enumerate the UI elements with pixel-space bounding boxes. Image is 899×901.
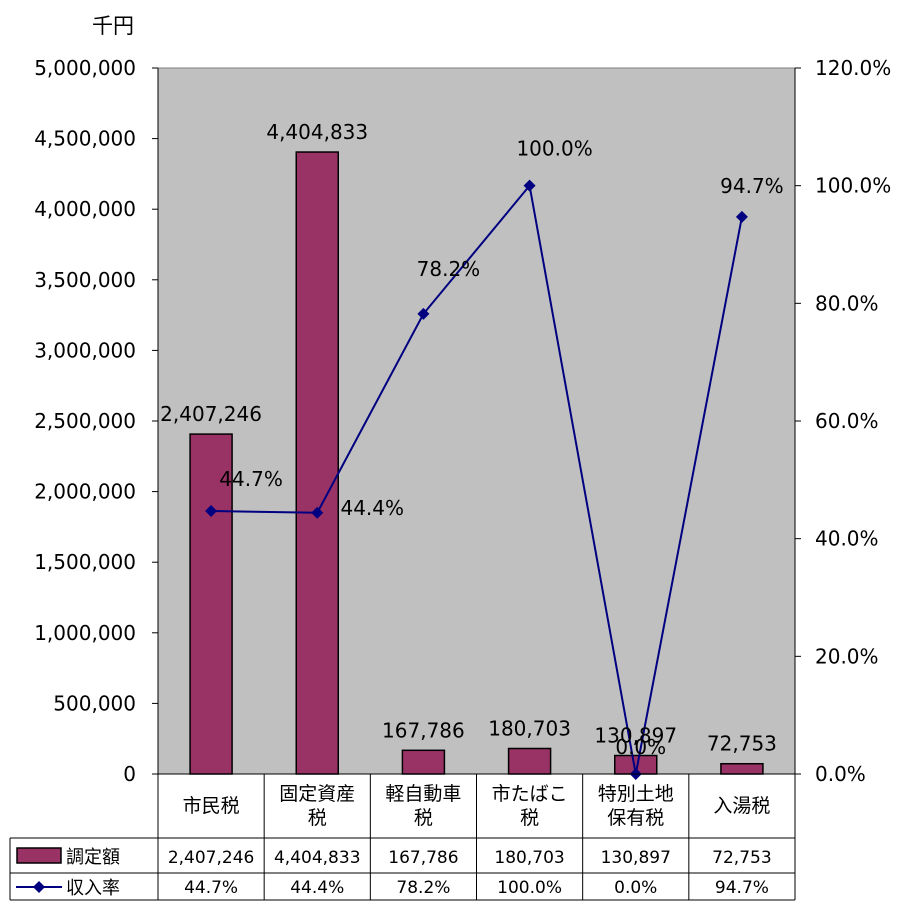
- right-tick-label: 0.0%: [815, 762, 866, 786]
- table-cell-amount: 167,786: [388, 848, 458, 868]
- table-cell-rate: 44.7%: [184, 878, 238, 898]
- right-tick-label: 100.0%: [815, 174, 891, 198]
- right-tick-label: 80.0%: [815, 291, 879, 315]
- category-label: 市民税: [183, 795, 240, 817]
- rate-value-label: 0.0%: [615, 735, 666, 759]
- category-label: 軽自動車: [385, 783, 461, 805]
- category-label: 保有税: [607, 807, 664, 829]
- category-label: 税: [308, 807, 327, 829]
- left-tick-label: 1,000,000: [34, 621, 136, 645]
- left-tick-label: 5,000,000: [34, 56, 136, 80]
- table-cell-amount: 72,753: [712, 848, 771, 868]
- rate-value-label: 100.0%: [516, 137, 592, 161]
- left-tick-label: 500,000: [53, 691, 136, 715]
- left-tick-label: 4,000,000: [34, 197, 136, 221]
- left-tick-label: 0: [123, 762, 136, 786]
- category-label: 入湯税: [713, 795, 770, 817]
- bar-value-label: 2,407,246: [160, 402, 262, 426]
- rate-marker-3: [417, 307, 430, 320]
- legend-marker-key: [33, 881, 45, 893]
- legend-line-label: 収入率: [66, 878, 120, 899]
- table-cell-amount: 2,407,246: [168, 848, 255, 868]
- left-tick-label: 1,500,000: [34, 550, 136, 574]
- bar-value-label: 72,753: [707, 732, 777, 756]
- unit-label: 千円: [92, 14, 134, 38]
- bar-4: [507, 747, 552, 775]
- legend-bar-key: [16, 847, 62, 864]
- bar-1: [189, 433, 233, 775]
- table-cell-rate: 94.7%: [715, 878, 769, 898]
- rate-marker-4: [523, 179, 536, 192]
- right-tick-label: 20.0%: [815, 644, 879, 668]
- rate-marker-2: [311, 506, 324, 519]
- rate-marker-1: [205, 505, 218, 518]
- category-label: 特別土地: [598, 783, 674, 805]
- rate-value-label: 44.4%: [340, 496, 404, 520]
- category-label: 税: [414, 807, 433, 829]
- bar-value-label: 180,703: [488, 716, 571, 740]
- rate-value-label: 78.2%: [417, 257, 481, 281]
- right-tick-label: 120.0%: [815, 56, 891, 80]
- bar-value-label: 167,786: [382, 718, 465, 742]
- table-cell-rate: 0.0%: [614, 878, 657, 898]
- table-cell-amount: 130,897: [601, 848, 671, 868]
- bar-6: [720, 762, 764, 775]
- category-label: 固定資産: [279, 783, 355, 805]
- left-tick-label: 2,500,000: [34, 409, 136, 433]
- category-label: 税: [520, 807, 539, 829]
- left-tick-label: 4,500,000: [34, 127, 136, 151]
- category-label: 市たばこ: [492, 783, 568, 805]
- rate-marker-6: [735, 210, 748, 223]
- table-cell-amount: 180,703: [494, 848, 564, 868]
- bar-2: [295, 151, 339, 775]
- right-tick-label: 60.0%: [815, 409, 879, 433]
- left-tick-label: 2,000,000: [34, 480, 136, 504]
- bar-3: [401, 749, 446, 775]
- left-tick-label: 3,000,000: [34, 338, 136, 362]
- table-cell-rate: 44.4%: [290, 878, 344, 898]
- rate-line: [211, 183, 743, 775]
- table-cell-amount: 4,404,833: [274, 848, 361, 868]
- bar-value-label: 4,404,833: [266, 120, 368, 144]
- left-tick-label: 3,500,000: [34, 268, 136, 292]
- table-cell-rate: 78.2%: [396, 878, 450, 898]
- legend-bar-label: 調定額: [66, 847, 120, 868]
- bar-value-label: 130,897: [594, 724, 677, 748]
- rate-value-label: 94.7%: [720, 174, 784, 198]
- plot-area: [157, 67, 796, 775]
- rate-value-label: 44.7%: [219, 467, 283, 491]
- right-tick-label: 40.0%: [815, 527, 879, 551]
- table-cell-rate: 100.0%: [497, 878, 562, 898]
